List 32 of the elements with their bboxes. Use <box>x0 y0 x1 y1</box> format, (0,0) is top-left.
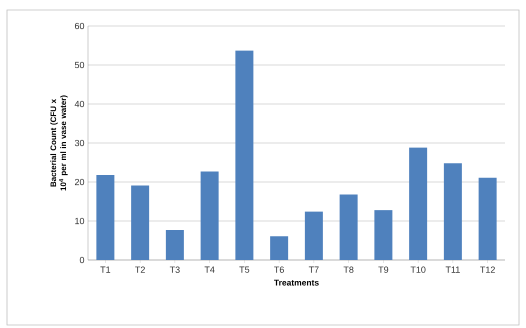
bar <box>409 148 428 260</box>
x-tick-label: T3 <box>170 266 180 273</box>
bar <box>200 171 219 260</box>
x-tick-label: T8 <box>344 266 354 273</box>
x-tick-label: T12 <box>480 266 495 273</box>
bar <box>304 212 323 260</box>
y-tick-label: 20 <box>74 178 84 186</box>
y-tick-label: 50 <box>74 62 84 68</box>
x-tick-label: T6 <box>274 266 284 273</box>
bar <box>340 194 358 260</box>
x-tick-label: T4 <box>204 266 215 273</box>
bar <box>478 178 497 260</box>
x-tick-label: T10 <box>410 266 426 273</box>
bar <box>166 230 184 260</box>
y-tick-label: 40 <box>74 100 84 108</box>
bar <box>270 236 288 260</box>
y-tick-label: 0 <box>80 256 84 264</box>
x-tick-label: T9 <box>378 266 388 273</box>
y-tick-label: 10 <box>75 218 84 224</box>
bar <box>374 210 392 260</box>
x-axis-title: Treatments <box>274 280 319 286</box>
x-tick-label: T11 <box>446 266 460 273</box>
bar <box>131 186 150 260</box>
x-tick-label: T5 <box>239 266 250 273</box>
bar <box>96 174 114 260</box>
bar <box>235 50 254 260</box>
y-tick-label: 60 <box>74 22 84 30</box>
x-tick-label: T1 <box>100 266 110 273</box>
y-tick-label: 30 <box>74 140 84 146</box>
x-tick-label: T2 <box>135 266 145 273</box>
bar <box>444 163 462 260</box>
x-tick-label: T7 <box>308 266 319 273</box>
